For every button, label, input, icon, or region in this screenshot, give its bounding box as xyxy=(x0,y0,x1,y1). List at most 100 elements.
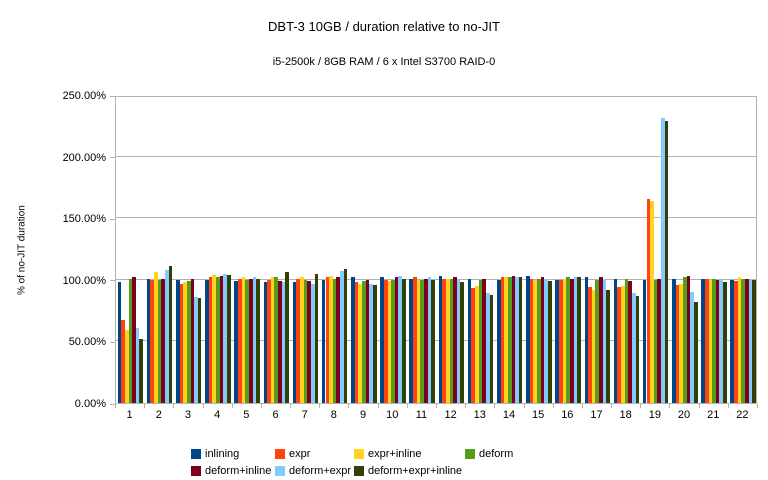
x-tick-label: 15 xyxy=(532,409,545,421)
legend-item-expr: expr xyxy=(275,445,354,462)
bar-deform+expr+inline-q19 xyxy=(664,120,669,403)
bar-inlining-q6 xyxy=(263,282,268,403)
bar-inlining-q14 xyxy=(496,279,501,403)
bar-deform+expr+inline-q9 xyxy=(372,284,377,403)
bar-expr-q13 xyxy=(471,288,476,403)
x-tick-mark xyxy=(436,404,437,408)
bar-deform+inline-q3 xyxy=(190,278,195,403)
bar-expr-q21 xyxy=(704,278,709,403)
bar-deform+expr+inline-q17 xyxy=(606,289,610,403)
bar-deform+expr+inline-q15 xyxy=(547,281,552,403)
bar-expr-q6 xyxy=(267,279,271,403)
bar-deform+inline-q17 xyxy=(599,277,603,403)
bar-deform+inline-q13 xyxy=(482,278,486,403)
bar-deform-q10 xyxy=(391,279,395,403)
bar-deform-q13 xyxy=(478,279,483,403)
x-tick-label: 22 xyxy=(736,409,749,421)
bar-expr+inline-q12 xyxy=(445,278,450,403)
bar-expr+inline-q16 xyxy=(562,278,567,403)
bar-inlining-q7 xyxy=(292,282,297,403)
bar-inlining-q20 xyxy=(672,278,676,403)
bar-inlining-q12 xyxy=(438,276,443,403)
bar-expr+inline-q2 xyxy=(154,272,158,403)
x-tick-label: 5 xyxy=(243,409,250,421)
bar-expr+inline-q1 xyxy=(124,330,129,403)
bar-expr+inline-q17 xyxy=(591,289,596,403)
y-tick-label: 200.00% xyxy=(62,151,106,164)
bar-expr-q17 xyxy=(588,287,592,403)
bar-deform+expr+inline-q16 xyxy=(577,277,581,403)
bar-deform+inline-q12 xyxy=(453,277,457,403)
y-tick-mark xyxy=(110,157,115,159)
bar-inlining-q19 xyxy=(642,279,647,403)
bar-expr-q2 xyxy=(150,279,155,403)
legend-label: deform xyxy=(479,447,514,460)
legend-swatch-icon xyxy=(275,448,285,459)
x-tick-mark xyxy=(494,404,496,408)
bar-deform+inline-q19 xyxy=(657,278,662,403)
bar-deform+inline-q5 xyxy=(248,278,253,403)
bar-deform+inline-q6 xyxy=(278,281,282,403)
x-tick-mark xyxy=(669,404,671,408)
bar-deform+expr+inline-q8 xyxy=(343,268,348,403)
x-tick-label: 11 xyxy=(415,409,428,421)
bar-inlining-q9 xyxy=(351,277,355,403)
bar-expr-q1 xyxy=(121,320,125,403)
bar-deform+inline-q2 xyxy=(161,278,165,403)
bar-expr-q9 xyxy=(354,282,359,403)
bar-inlining-q17 xyxy=(584,277,589,403)
y-tick-mark xyxy=(110,280,115,282)
bar-deform+expr-q21 xyxy=(719,279,724,403)
bar-deform+inline-q9 xyxy=(365,279,370,403)
bar-deform+inline-q20 xyxy=(686,276,691,403)
legend-item-inlining: inlining xyxy=(191,445,275,462)
bar-deform+expr+inline-q20 xyxy=(693,301,698,403)
bar-deform+expr-q17 xyxy=(602,278,607,403)
bar-deform+expr+inline-q21 xyxy=(723,282,727,403)
bar-deform-q12 xyxy=(449,278,454,403)
bar-expr-q11 xyxy=(413,277,417,403)
bar-deform+expr+inline-q2 xyxy=(168,266,173,403)
x-tick-label: 8 xyxy=(330,409,337,421)
bar-expr+inline-q15 xyxy=(533,279,538,403)
bar-deform-q11 xyxy=(420,279,424,403)
bar-deform+inline-q18 xyxy=(628,281,632,403)
bar-deform+expr-q10 xyxy=(398,276,403,403)
bar-expr+inline-q13 xyxy=(475,285,479,403)
bar-expr-q7 xyxy=(296,278,300,403)
bar-inlining-q22 xyxy=(730,279,735,403)
bar-deform+expr-q6 xyxy=(281,282,286,403)
legend-label: inlining xyxy=(205,447,240,460)
bar-deform-q22 xyxy=(741,278,745,403)
bar-inlining-q16 xyxy=(555,279,559,403)
bar-deform+expr-q12 xyxy=(456,279,461,403)
chart-subtitle: i5-2500k / 8GB RAM / 6 x Intel S3700 RAI… xyxy=(272,56,496,68)
bar-deform+expr+inline-q22 xyxy=(752,279,756,403)
bar-deform+expr+inline-q10 xyxy=(402,278,406,403)
bar-deform-q7 xyxy=(303,279,308,403)
gridline xyxy=(116,217,756,219)
legend-swatch-icon xyxy=(465,448,475,459)
bar-expr-q19 xyxy=(646,198,651,403)
x-tick-label: 21 xyxy=(707,409,720,421)
bar-inlining-q21 xyxy=(701,278,705,403)
legend-swatch-icon xyxy=(191,465,201,476)
bar-inlining-q18 xyxy=(613,278,618,403)
legend-swatch-icon xyxy=(275,465,285,476)
bar-expr+inline-q8 xyxy=(329,276,333,403)
chart-title: DBT-3 10GB / duration relative to no-JIT xyxy=(268,19,500,34)
bar-deform+inline-q16 xyxy=(569,278,574,403)
bar-deform+inline-q11 xyxy=(423,278,428,403)
bar-expr+inline-q20 xyxy=(679,283,683,403)
bar-deform+inline-q8 xyxy=(336,277,341,403)
bar-inlining-q2 xyxy=(146,278,151,403)
x-tick-mark xyxy=(348,404,350,408)
bar-expr-q15 xyxy=(529,278,534,403)
x-tick-label: 6 xyxy=(272,409,279,421)
bar-inlining-q4 xyxy=(205,279,209,403)
legend-swatch-icon xyxy=(354,448,364,459)
bar-deform+expr-q5 xyxy=(252,277,257,403)
bar-deform-q19 xyxy=(653,279,658,403)
bar-deform+expr+inline-q13 xyxy=(489,294,494,403)
